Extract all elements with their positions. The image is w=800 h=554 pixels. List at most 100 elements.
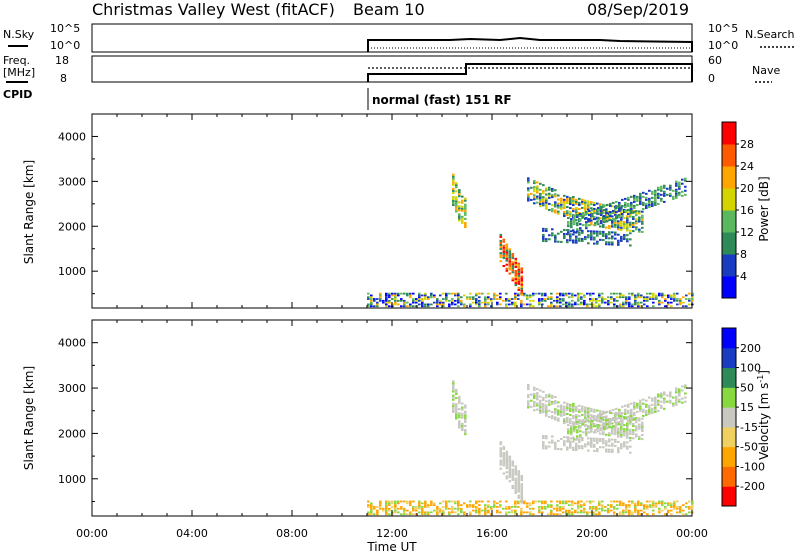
- scatter-cell: [639, 409, 642, 412]
- scatter-cell: [499, 467, 503, 470]
- scatter-cell: [565, 305, 568, 308]
- scatter-cell: [654, 398, 657, 401]
- scatter-cell: [657, 409, 660, 412]
- scatter-cell: [484, 301, 487, 304]
- scatter-cell: [670, 506, 673, 508]
- scatter-cell: [678, 193, 681, 196]
- scatter-cell: [499, 453, 503, 456]
- scatter-cell: [556, 296, 559, 299]
- scatter-cell: [514, 303, 517, 306]
- scatter-cell: [612, 419, 615, 422]
- scatter-cell: [678, 392, 681, 395]
- scatter-cell: [571, 500, 574, 503]
- scatter-cell: [464, 410, 467, 413]
- scatter-cell: [624, 404, 627, 407]
- scatter-cell: [379, 506, 382, 508]
- scatter-cell: [529, 294, 532, 297]
- scatter-cell: [574, 502, 577, 505]
- scatter-cell: [651, 202, 654, 205]
- scatter-cell: [469, 511, 472, 514]
- scatter-cell: [678, 400, 681, 403]
- scatter-cell: [616, 292, 619, 295]
- scatter-cell: [608, 424, 611, 427]
- scatter-cell: [630, 203, 633, 206]
- scatter-cell: [539, 204, 542, 208]
- scatter-cell: [664, 305, 667, 308]
- scatter-cell: [675, 391, 678, 394]
- scatter-cell: [454, 299, 457, 302]
- scatter-cell: [609, 411, 612, 414]
- scatter-cell: [545, 410, 548, 413]
- scatter-cell: [621, 420, 624, 423]
- scatter-cell: [654, 201, 657, 204]
- scatter-cell: [585, 213, 588, 216]
- scatter-cell: [563, 422, 566, 425]
- scatter-cell: [430, 294, 433, 297]
- scatter-cell: [539, 407, 542, 410]
- scatter-cell: [614, 231, 617, 234]
- scatter-cell: [388, 502, 391, 505]
- scatter-cell: [576, 222, 579, 225]
- time-axis-ticks: 00:00 04:00 08:00 12:00 16:00 20:00 00:00: [76, 527, 708, 540]
- scatter-cell: [582, 421, 585, 424]
- scatter-cell: [455, 405, 458, 408]
- scatter-cell: [542, 204, 545, 207]
- scatter-cell: [590, 232, 593, 235]
- scatter-cell: [633, 196, 636, 199]
- scatter-cell: [652, 513, 655, 516]
- scatter-cell: [618, 214, 621, 217]
- scatter-cell: [577, 500, 580, 503]
- scatter-cell: [584, 443, 587, 446]
- scatter-cell: [554, 402, 557, 405]
- scatter-cell: [385, 292, 388, 295]
- scatter-cell: [672, 404, 675, 407]
- scatter-cell: [412, 509, 415, 512]
- scatter-cell: [457, 292, 460, 295]
- scatter-cell: [458, 420, 461, 423]
- scatter-cell: [541, 500, 544, 503]
- scatter-cell: [527, 402, 530, 405]
- scatter-cell: [452, 179, 455, 182]
- scatter-cell: [641, 438, 644, 441]
- scatter-cell: [574, 511, 577, 514]
- scatter-cell: [618, 416, 621, 420]
- scatter-cell: [663, 190, 666, 193]
- scatter-cell: [367, 292, 370, 295]
- scatter-cell: [631, 303, 634, 306]
- scatter-cell: [457, 513, 460, 516]
- colorbar-segment: [722, 466, 736, 487]
- scatter-cell: [584, 414, 587, 417]
- scatter-cell: [618, 410, 621, 413]
- scatter-cell: [628, 296, 631, 299]
- scatter-cell: [600, 419, 603, 422]
- scatter-cell: [606, 423, 609, 426]
- scatter-cell: [541, 298, 544, 300]
- scatter-cell: [587, 236, 590, 239]
- scatter-cell: [600, 421, 603, 424]
- scatter-cell: [567, 424, 570, 427]
- scatter-cell: [632, 416, 635, 419]
- scatter-cell: [569, 235, 572, 238]
- scatter-cell: [675, 196, 678, 199]
- scatter-cell: [675, 399, 678, 402]
- scatter-cell: [551, 210, 554, 213]
- scatter-cell: [639, 405, 642, 408]
- scatter-cell: [575, 203, 578, 206]
- scatter-cell: [455, 190, 458, 193]
- scatter-cell: [643, 296, 646, 299]
- scatter-cell: [448, 500, 451, 503]
- scatter-cell: [505, 243, 509, 246]
- scatter-cell: [666, 394, 669, 397]
- scatter-cell: [436, 298, 439, 300]
- scatter-cell: [511, 472, 515, 475]
- scatter-cell: [409, 504, 412, 507]
- scatter-cell: [584, 207, 587, 210]
- scatter-cell: [554, 236, 557, 239]
- scatter-cell: [639, 200, 642, 203]
- scatter-cell: [499, 504, 502, 507]
- scatter-cell: [588, 431, 591, 434]
- scatter-cell: [548, 395, 551, 398]
- scatter-cell: [608, 444, 611, 447]
- scatter-cell: [655, 506, 658, 508]
- scatter-cell: [587, 411, 590, 414]
